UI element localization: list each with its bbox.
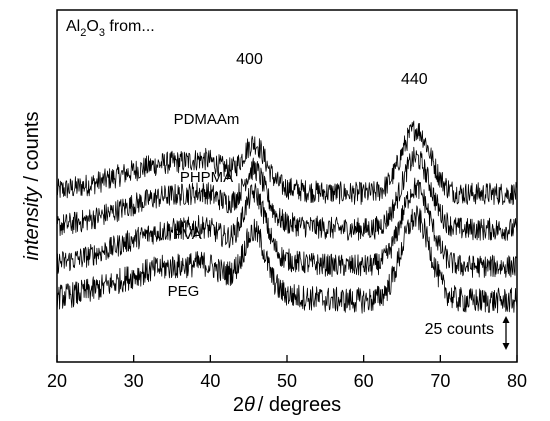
- series-trace-peg: [56, 205, 518, 314]
- series-label-peg: PEG: [168, 283, 200, 300]
- inset-title-suffix: from...: [105, 18, 155, 35]
- series-label-pva: PVA: [173, 226, 202, 243]
- x-axis-label-unit: / degrees: [258, 394, 341, 416]
- x-tick-label: 40: [200, 371, 220, 391]
- inset-title: Al2O3 from...: [66, 18, 155, 39]
- series-trace-phpma: [56, 146, 518, 241]
- scale-bar-label: 25 counts: [425, 321, 494, 338]
- x-tick-label: 60: [354, 371, 374, 391]
- x-tick-label: 20: [47, 371, 67, 391]
- x-tick-label: 30: [124, 371, 144, 391]
- inset-title-sub1: 2: [80, 27, 86, 39]
- y-axis-label-main: intensity: [21, 186, 43, 260]
- series-trace-pdmaam: [56, 120, 518, 206]
- x-axis-label-num: 2: [233, 394, 244, 416]
- x-tick-label: 70: [430, 371, 450, 391]
- series-label-phpma: PHPMA: [180, 169, 233, 186]
- inset-title-mid: O: [86, 18, 98, 35]
- traces: [56, 120, 518, 314]
- y-axis-label: intensity / counts: [21, 112, 43, 261]
- x-tick-label: 50: [277, 371, 297, 391]
- x-tick-label: 80: [507, 371, 527, 391]
- peak-label-440: 440: [401, 71, 428, 88]
- inset-title-sub2: 3: [99, 27, 105, 39]
- inset-title-prefix: Al: [66, 18, 80, 35]
- series-label-pdmaam: PDMAAm: [174, 111, 240, 128]
- x-axis-label: 2θ / degrees: [233, 394, 341, 416]
- x-axis-label-theta: θ: [244, 394, 255, 416]
- peak-label-400: 400: [236, 51, 263, 68]
- x-axis-ticks: 20 30 40 50 60 70 80: [47, 355, 527, 391]
- series-trace-pva: [56, 177, 518, 278]
- scale-bar-arrow-icon: [502, 316, 510, 350]
- y-axis-label-unit: / counts: [21, 112, 43, 188]
